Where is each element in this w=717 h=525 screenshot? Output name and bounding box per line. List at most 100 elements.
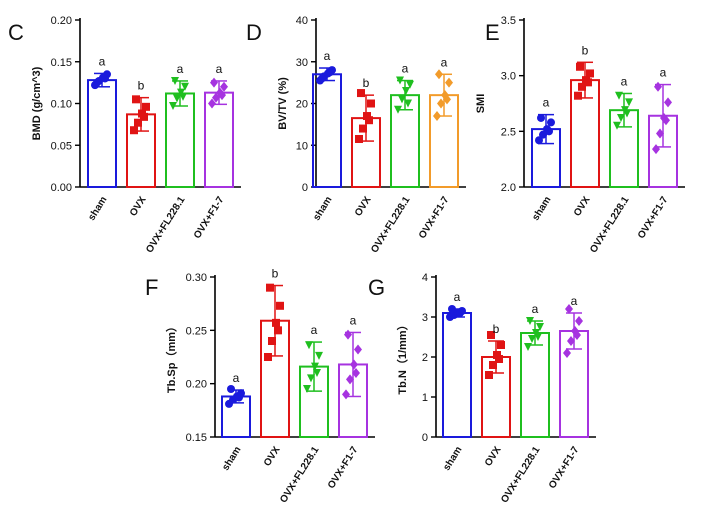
bar-sham bbox=[312, 73, 342, 188]
data-point bbox=[227, 385, 235, 393]
panel-C: C 0.00 0.05 0.10 0.15 0.20 BMD (g/cm^3) a sham b O… bbox=[8, 15, 241, 255]
y-tick-label: 0.20 bbox=[51, 15, 72, 27]
data-point bbox=[274, 326, 282, 335]
data-point bbox=[363, 112, 371, 121]
significance-letter: a bbox=[571, 294, 578, 308]
y-tick-label: 0.15 bbox=[186, 432, 207, 444]
y-tick-label: 0 bbox=[422, 432, 428, 444]
significance-letter: a bbox=[402, 62, 409, 76]
x-tick-label: sham bbox=[441, 445, 464, 473]
significance-letter: a bbox=[621, 74, 628, 88]
x-tick-label: OVX bbox=[128, 194, 149, 218]
data-point bbox=[656, 128, 664, 139]
x-tick-label: sham bbox=[220, 445, 243, 473]
y-tick-label: 0.10 bbox=[51, 99, 72, 111]
y-tick-label: 3.0 bbox=[501, 71, 516, 83]
data-point bbox=[130, 126, 138, 135]
significance-letter: b bbox=[138, 79, 145, 93]
significance-letter: a bbox=[177, 62, 184, 76]
data-point bbox=[305, 341, 313, 350]
data-point bbox=[264, 353, 272, 361]
data-point bbox=[524, 343, 532, 351]
data-point bbox=[487, 331, 495, 339]
data-point bbox=[354, 344, 362, 355]
y-axis-label: BMD (g/cm^3) bbox=[31, 66, 43, 140]
data-point bbox=[181, 82, 189, 91]
x-tick-label: OVX+F1-7 bbox=[417, 194, 452, 240]
data-point bbox=[140, 112, 148, 121]
x-tick-label: OVX+F1-7 bbox=[636, 194, 671, 240]
data-point bbox=[456, 309, 464, 317]
data-point bbox=[272, 318, 280, 327]
y-tick-label: 0.00 bbox=[51, 182, 72, 194]
data-point bbox=[664, 97, 672, 108]
data-point bbox=[433, 111, 441, 122]
data-point bbox=[394, 105, 402, 114]
bar-sham bbox=[87, 79, 117, 188]
data-point bbox=[534, 333, 542, 341]
data-point bbox=[134, 118, 142, 127]
panel-E: E 2.0 2.5 3.0 3.5 SMI a sham b OVX a OVX+FL228.1 a OV… bbox=[475, 15, 685, 255]
data-point bbox=[565, 304, 573, 314]
data-point bbox=[526, 317, 534, 325]
x-tick-label: OVX bbox=[483, 444, 504, 468]
significance-letter: a bbox=[311, 323, 318, 337]
significance-letter: b bbox=[582, 43, 589, 57]
x-tick-label: OVX+F1-7 bbox=[192, 194, 227, 240]
y-tick-label: 0.25 bbox=[186, 325, 207, 337]
y-tick-label: 30 bbox=[296, 57, 308, 69]
significance-letter: a bbox=[350, 313, 357, 327]
data-point bbox=[171, 76, 179, 85]
y-tick-label: 2.0 bbox=[501, 182, 516, 194]
x-tick-label: OVX+FL228.1 bbox=[588, 194, 632, 255]
x-tick-label: OVX+FL228.1 bbox=[499, 444, 543, 505]
data-point bbox=[662, 115, 670, 126]
data-point bbox=[326, 68, 334, 77]
data-point bbox=[173, 94, 181, 103]
data-point bbox=[396, 76, 404, 85]
significance-letter: a bbox=[324, 49, 331, 63]
y-tick-label: 40 bbox=[296, 15, 308, 27]
y-tick-label: 1 bbox=[422, 392, 428, 404]
x-tick-label: OVX bbox=[262, 444, 283, 468]
y-tick-label: 0 bbox=[302, 182, 308, 194]
y-tick-label: 0.20 bbox=[186, 379, 207, 391]
data-point bbox=[132, 95, 140, 104]
x-tick-label: OVX bbox=[353, 194, 374, 218]
y-tick-label: 2.5 bbox=[501, 126, 516, 138]
y-axis-label: SMI bbox=[475, 94, 487, 114]
data-point bbox=[142, 102, 150, 111]
panel-letter: G bbox=[368, 275, 385, 300]
data-point bbox=[365, 116, 373, 125]
data-point bbox=[208, 98, 216, 109]
data-point bbox=[495, 355, 503, 363]
significance-letter: a bbox=[441, 55, 448, 69]
significance-letter: a bbox=[532, 302, 539, 316]
data-point bbox=[576, 62, 584, 71]
significance-letter: b bbox=[493, 322, 500, 336]
data-point bbox=[404, 99, 412, 108]
x-tick-label: sham bbox=[86, 195, 109, 223]
data-point bbox=[445, 77, 453, 88]
data-point bbox=[617, 113, 625, 122]
data-point bbox=[218, 90, 226, 101]
data-point bbox=[448, 305, 456, 313]
significance-letter: b bbox=[272, 267, 279, 281]
data-point bbox=[623, 109, 631, 118]
data-point bbox=[311, 362, 319, 371]
data-point bbox=[235, 393, 243, 402]
y-tick-label: 20 bbox=[296, 99, 308, 111]
data-point bbox=[402, 86, 410, 95]
data-point bbox=[528, 335, 536, 343]
data-point bbox=[575, 316, 583, 326]
x-tick-label: OVX+F1-7 bbox=[547, 444, 582, 490]
bar-OVX+FL228.1 bbox=[165, 92, 195, 188]
data-point bbox=[93, 78, 101, 87]
panel-F: F 0.15 0.20 0.25 0.30 Tb.Sp（mm） a sham b OVX a OVX+… bbox=[145, 267, 375, 505]
panel-G: G 0 1 2 3 4 Tb.N（1/mm） a sham b OVX a OVX+FL228.1 a OV… bbox=[368, 272, 596, 505]
y-tick-label: 2 bbox=[422, 352, 428, 364]
data-point bbox=[615, 91, 623, 100]
significance-letter: b bbox=[363, 76, 370, 90]
data-point bbox=[437, 98, 445, 109]
